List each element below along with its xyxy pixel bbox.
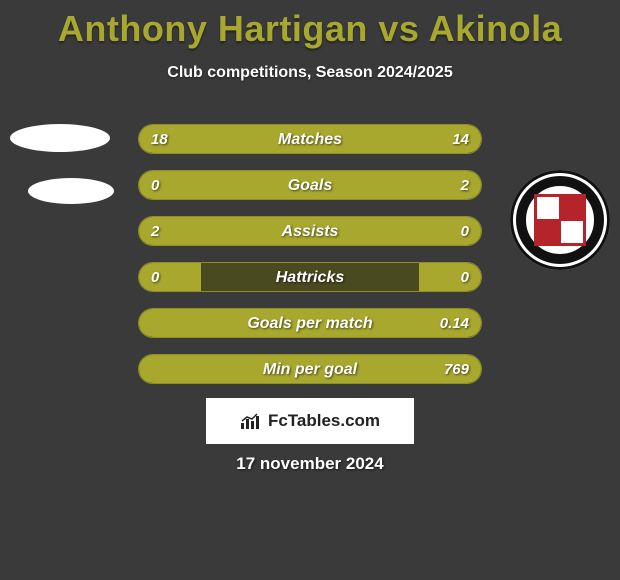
stat-row-hattricks: 0 Hattricks 0 [138,262,482,292]
stat-value-right: 0 [461,263,469,292]
brand-box: FcTables.com [206,398,414,444]
stat-value-right: 2 [461,171,469,200]
stat-label: Goals [139,171,481,200]
stat-value-right: 0.14 [440,309,469,338]
stat-row-min-per-goal: Min per goal 769 [138,354,482,384]
club-crest [510,170,610,270]
stat-value-right: 769 [444,355,469,384]
subtitle: Club competitions, Season 2024/2025 [0,64,620,82]
placeholder-ellipse-2 [28,178,114,204]
stat-value-right: 14 [452,125,469,154]
stat-row-assists: 2 Assists 0 [138,216,482,246]
left-player-badge [10,116,110,216]
brand-text: FcTables.com [268,411,380,431]
stat-label: Hattricks [139,263,481,292]
stat-row-goals: 0 Goals 2 [138,170,482,200]
stat-row-goals-per-match: Goals per match 0.14 [138,308,482,338]
stat-label: Goals per match [139,309,481,338]
stat-label: Min per goal [139,355,481,384]
stat-row-matches: 18 Matches 14 [138,124,482,154]
stat-value-right: 0 [461,217,469,246]
stat-label: Assists [139,217,481,246]
right-player-badge [510,170,610,270]
stat-label: Matches [139,125,481,154]
date-text: 17 november 2024 [0,454,620,474]
comparison-bars: 18 Matches 14 0 Goals 2 2 Assists 0 0 Ha… [138,124,482,400]
placeholder-ellipse-1 [10,124,110,152]
page-title: Anthony Hartigan vs Akinola [0,0,620,50]
brand-chart-icon [240,413,262,429]
